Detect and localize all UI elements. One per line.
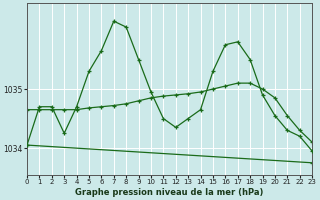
X-axis label: Graphe pression niveau de la mer (hPa): Graphe pression niveau de la mer (hPa)	[76, 188, 264, 197]
